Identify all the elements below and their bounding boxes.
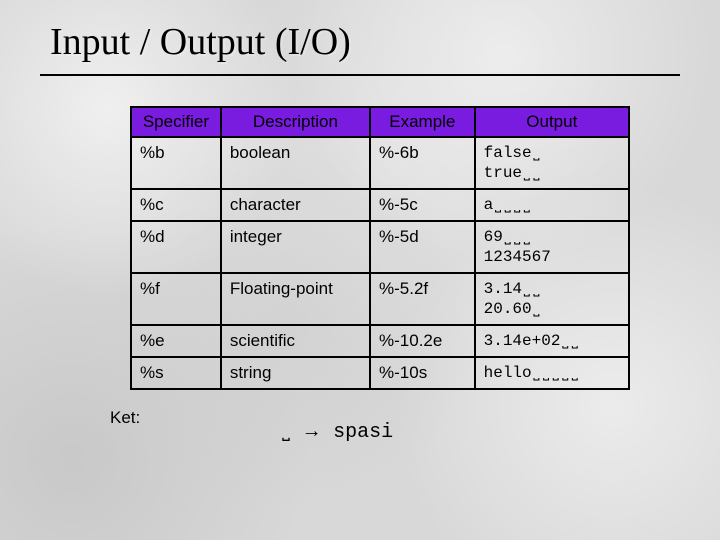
page-title: Input / Output (I/O) [40,20,680,64]
cell-output: 3.14˽˽ 20.60˽ [475,273,629,325]
cell-description: character [221,189,370,221]
cell-description: Floating-point [221,273,370,325]
table-row: %c character %-5c a˽˽˽˽ [131,189,629,221]
footer-note: Ket: ˽ → spasi [110,404,680,444]
slide: Input / Output (I/O) Specifier Descripti… [0,0,720,540]
cell-example: %-10s [370,357,475,389]
ket-label: Ket: [110,408,140,428]
title-underline [40,74,680,76]
table-row: %d integer %-5d 69˽˽˽ 1234567 [131,221,629,273]
cell-output: hello˽˽˽˽˽ [475,357,629,389]
cell-specifier: %f [131,273,221,325]
cell-specifier: %b [131,137,221,189]
space-mark: ˽ [280,421,292,444]
title-area: Input / Output (I/O) [40,20,680,82]
table-row: %f Floating-point %-5.2f 3.14˽˽ 20.60˽ [131,273,629,325]
cell-description: integer [221,221,370,273]
cell-output: false˽ true˽˽ [475,137,629,189]
header-example: Example [370,107,475,137]
cell-specifier: %e [131,325,221,357]
ket-explanation: ˽ → spasi [280,420,393,444]
format-specifier-table-container: Specifier Description Example Output %b … [130,106,630,390]
cell-description: scientific [221,325,370,357]
cell-output: a˽˽˽˽ [475,189,629,221]
cell-output: 3.14e+02˽˽ [475,325,629,357]
cell-example: %-5.2f [370,273,475,325]
cell-example: %-6b [370,137,475,189]
table-row: %b boolean %-6b false˽ true˽˽ [131,137,629,189]
arrow-icon: → [302,420,322,443]
table-row: %s string %-10s hello˽˽˽˽˽ [131,357,629,389]
cell-specifier: %s [131,357,221,389]
cell-output: 69˽˽˽ 1234567 [475,221,629,273]
table-row: %e scientific %-10.2e 3.14e+02˽˽ [131,325,629,357]
cell-example: %-5d [370,221,475,273]
header-output: Output [475,107,629,137]
cell-description: string [221,357,370,389]
cell-specifier: %c [131,189,221,221]
cell-specifier: %d [131,221,221,273]
header-description: Description [221,107,370,137]
header-specifier: Specifier [131,107,221,137]
format-specifier-table: Specifier Description Example Output %b … [130,106,630,390]
cell-description: boolean [221,137,370,189]
cell-example: %-5c [370,189,475,221]
cell-example: %-10.2e [370,325,475,357]
spasi-label: spasi [333,421,393,444]
table-header-row: Specifier Description Example Output [131,107,629,137]
